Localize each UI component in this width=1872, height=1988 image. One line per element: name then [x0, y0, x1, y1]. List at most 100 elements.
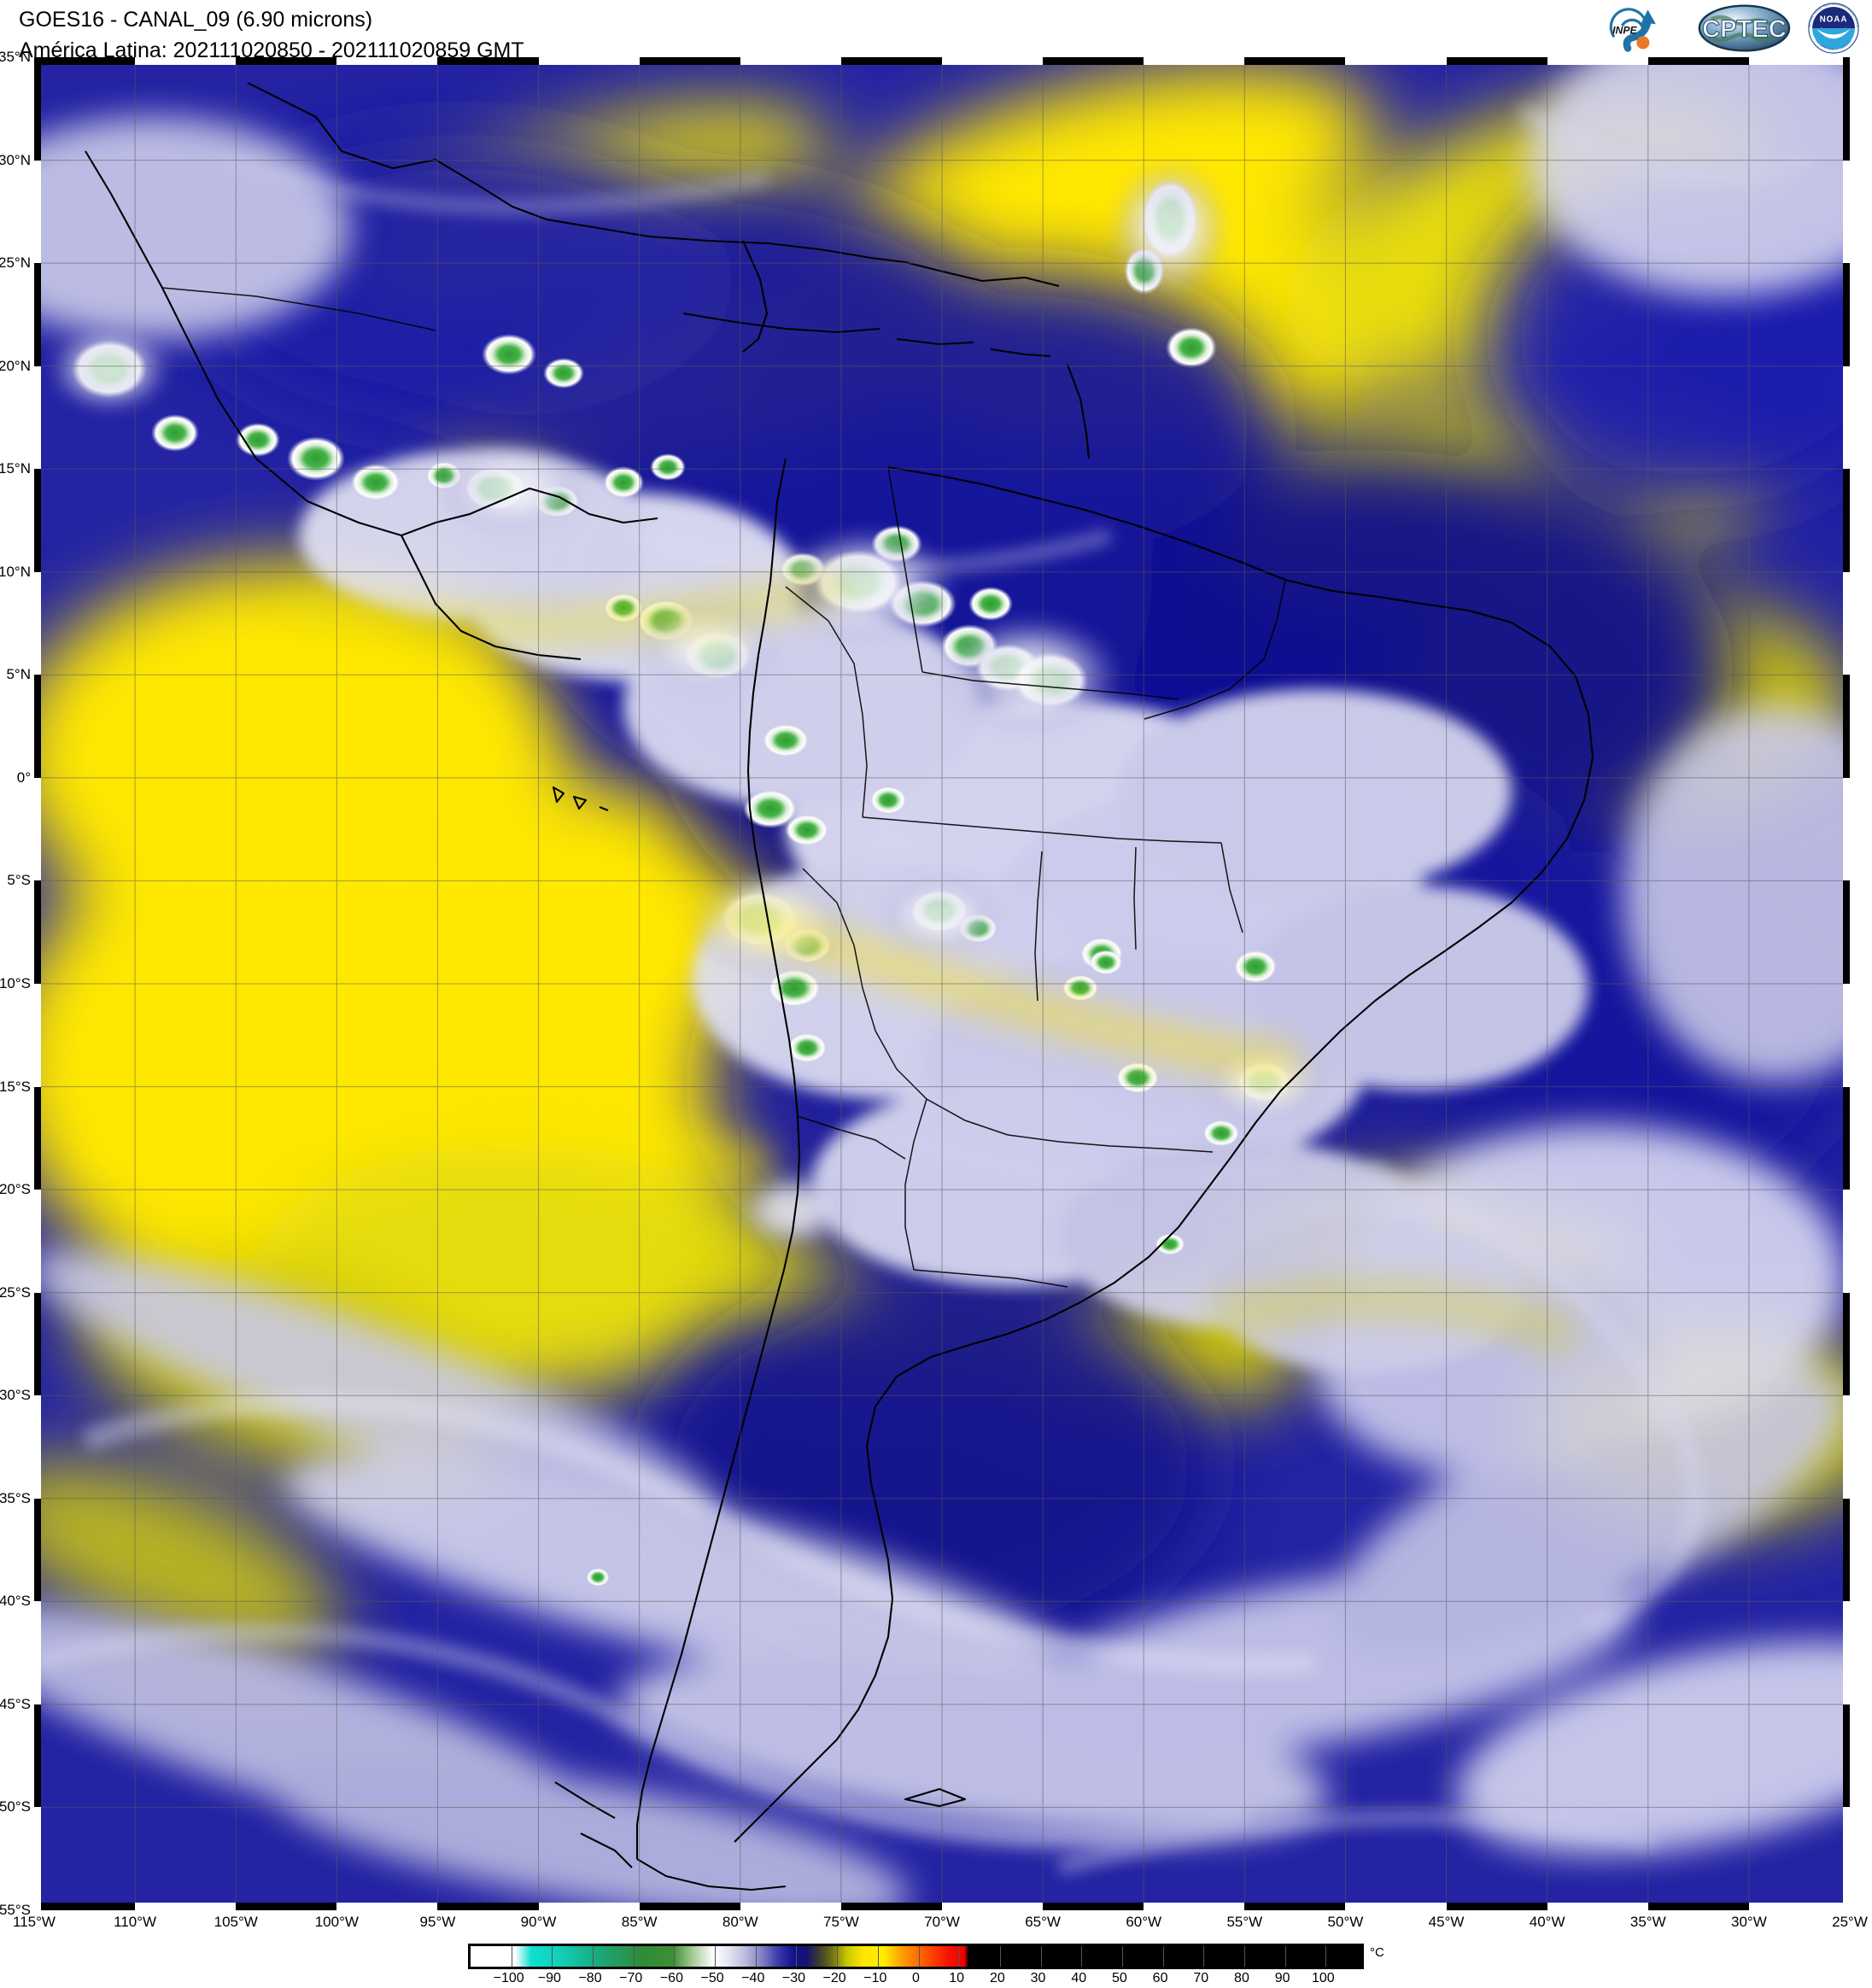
colorbar-unit-label: °C — [1370, 1945, 1384, 1960]
title-line-satellite-channel: GOES16 - CANAL_09 (6.90 microns) — [19, 8, 373, 32]
latitude-tick-label: 30°N — [0, 151, 31, 168]
longitude-tick-label: 80°W — [722, 1914, 758, 1930]
header-bar: GOES16 - CANAL_09 (6.90 microns) América… — [0, 0, 1872, 62]
colorbar-tick-label: −90 — [537, 1971, 561, 1985]
longitude-tick-label: 95°W — [419, 1914, 456, 1930]
latitude-tick-label: 15°N — [0, 460, 31, 477]
colorbar-tick-label: −10 — [863, 1971, 887, 1985]
colorbar-tick-label: −50 — [700, 1971, 724, 1985]
latitude-tick-label: 25°N — [0, 254, 31, 272]
longitude-tick-label: 70°W — [924, 1914, 960, 1930]
svg-text:NOAA: NOAA — [1820, 15, 1848, 24]
longitude-tick-label: 85°W — [621, 1914, 658, 1930]
graticule — [34, 57, 1850, 1910]
colorbar-gradient-fill — [471, 1946, 1361, 1967]
colorbar-tick — [552, 1946, 553, 1967]
colorbar-tick — [999, 1946, 1001, 1967]
longitude-tick-label: 40°W — [1529, 1914, 1565, 1930]
colorbar-tick-label: 70 — [1193, 1971, 1209, 1985]
longitude-tick-label: 60°W — [1126, 1914, 1162, 1930]
colorbar-tick-label: −80 — [578, 1971, 602, 1985]
colorbar-tick-label: −100 — [493, 1971, 524, 1985]
longitude-tick-label: 45°W — [1428, 1914, 1465, 1930]
colorbar-tick — [1284, 1946, 1286, 1967]
latitude-tick-label: 25°S — [0, 1283, 31, 1301]
latitude-tick-label: 10°N — [0, 563, 31, 580]
longitude-tick-label: 90°W — [520, 1914, 557, 1930]
latitude-tick-label: 35°S — [0, 1489, 31, 1506]
logo-row: INPE CPTEC NOAA — [1601, 2, 1860, 55]
colorbar-tick-label: −40 — [741, 1971, 765, 1985]
latitude-tick-label: 40°S — [0, 1593, 31, 1610]
colorbar-tick — [633, 1946, 635, 1967]
colorbar-tick-label: 20 — [989, 1971, 1005, 1985]
latitude-tick-label: 15°S — [0, 1078, 31, 1095]
colorbar-gradient[interactable] — [468, 1944, 1364, 1969]
colorbar-tick-label: −70 — [619, 1971, 643, 1985]
longitude-tick-label: 110°W — [114, 1914, 157, 1930]
inpe-logo: INPE — [1610, 8, 1657, 52]
latitude-tick-label: 0° — [16, 769, 31, 786]
colorbar-tick — [1325, 1946, 1327, 1967]
noaa-logo: NOAA NATIONAL OCEANIC AND ATMOSPHERIC AD… — [1808, 3, 1859, 54]
latitude-tick-label: 5°N — [6, 666, 31, 683]
longitude-tick-label: 35°W — [1629, 1914, 1666, 1930]
longitude-tick-label: 55°W — [1226, 1914, 1263, 1930]
latitude-tick-label: 30°S — [0, 1387, 31, 1404]
svg-text:CPTEC: CPTEC — [1702, 15, 1787, 43]
latitude-tick-label: 10°S — [0, 975, 31, 991]
latitude-tick-label: 45°S — [0, 1695, 31, 1712]
colorbar-tick-label: 50 — [1112, 1971, 1127, 1985]
border-overlay — [161, 287, 1286, 1288]
colorbar-tick — [715, 1946, 717, 1967]
satellite-map[interactable] — [34, 57, 1850, 1910]
longitude-tick-label: 105°W — [214, 1914, 258, 1930]
colorbar-tick-label: 100 — [1311, 1971, 1335, 1985]
colorbar-tick-label: 0 — [912, 1971, 920, 1985]
latitude-tick-label: 20°N — [0, 357, 31, 374]
colorbar-tick — [877, 1946, 879, 1967]
longitude-tick-label: 115°W — [13, 1914, 56, 1930]
latitude-axis: 35°N 30°N 25°N 20°N 15°N 10°N 5°N 0° 5°S 10°S 15°S… — [0, 49, 34, 1918]
colorbar-tick-labels: −100 −90 −80 −70 −60 −50 −40 −30 −20 −10 0 10 20 30 40… — [468, 1971, 1364, 1988]
water-vapor-raster — [34, 57, 1850, 1910]
colorbar-tick — [1081, 1946, 1083, 1967]
colorbar-tick-label: −60 — [659, 1971, 683, 1985]
colorbar-tick-label: −20 — [822, 1971, 846, 1985]
colorbar-tick-label: 90 — [1274, 1971, 1290, 1985]
colorbar-tick — [674, 1946, 676, 1967]
longitude-tick-label: 75°W — [822, 1914, 859, 1930]
latitude-tick-label: 55°S — [0, 1902, 31, 1918]
colorbar-tick — [593, 1946, 594, 1967]
longitude-tick-label: 65°W — [1025, 1914, 1061, 1930]
longitude-axis: 115°W 110°W 105°W 100°W 95°W 90°W 85°W 80°W 75°W… — [13, 1910, 1868, 1939]
colorbar-tick-label: 30 — [1030, 1971, 1046, 1985]
satellite-imagery[interactable] — [34, 57, 1850, 1910]
latitude-tick-label: 35°N — [0, 49, 31, 65]
colorbar-tick — [1162, 1946, 1164, 1967]
svg-text:INPE: INPE — [1612, 25, 1637, 37]
colorbar-tick — [796, 1946, 798, 1967]
longitude-tick-label: 30°W — [1730, 1914, 1767, 1930]
longitude-tick-label: 100°W — [314, 1914, 359, 1930]
longitude-tick-label: 50°W — [1327, 1914, 1364, 1930]
colorbar-tick — [837, 1946, 839, 1967]
latitude-tick-label: 50°S — [0, 1798, 31, 1816]
colorbar-tick — [1121, 1946, 1123, 1967]
colorbar-tick-label: 40 — [1071, 1971, 1087, 1985]
latitude-tick-label: 20°S — [0, 1181, 31, 1198]
colorbar-tick — [1040, 1946, 1042, 1967]
cptec-logo: CPTEC — [1698, 4, 1791, 52]
colorbar-tick — [1243, 1946, 1245, 1967]
colorbar-tick-label: 80 — [1234, 1971, 1249, 1985]
colorbar-tick-label: 60 — [1152, 1971, 1168, 1985]
coastline-overlay — [85, 82, 1594, 1892]
colorbar[interactable]: −100 −90 −80 −70 −60 −50 −40 −30 −20 −10 0 10 20 30 40… — [468, 1944, 1384, 1988]
colorbar-tick — [959, 1946, 961, 1967]
colorbar-tick-label: 10 — [949, 1971, 965, 1985]
colorbar-tick — [1203, 1946, 1205, 1967]
colorbar-tick-label: −30 — [781, 1971, 806, 1985]
longitude-tick-label: 25°W — [1832, 1914, 1868, 1930]
latitude-tick-label: 5°S — [7, 872, 31, 889]
colorbar-tick — [755, 1946, 757, 1967]
